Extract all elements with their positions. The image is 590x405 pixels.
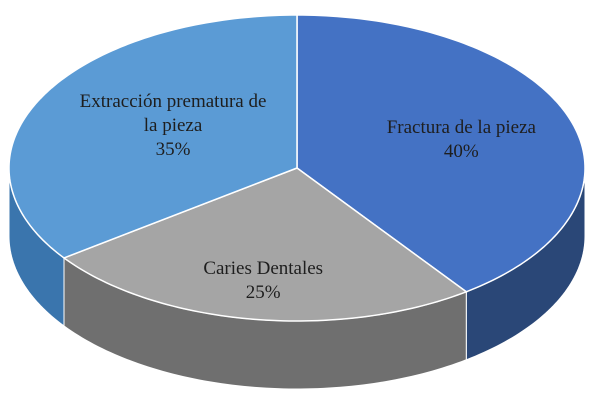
value-label: 35%: [155, 139, 191, 161]
slice: [62, 167, 468, 322]
slice-label: Caries Dentales 25%: [168, 257, 358, 305]
category-label: Caries Dentales: [203, 258, 324, 280]
category-label: Fractura de la pieza: [386, 116, 536, 138]
category-label: Extracción prematura de la pieza: [79, 91, 267, 137]
slice: [296, 14, 586, 293]
slice-label: Extracción prematura de la pieza 35%: [78, 90, 268, 162]
value-label: 25%: [245, 282, 281, 304]
slice: [8, 14, 298, 259]
slice-label: Fractura de la pieza 40%: [366, 116, 556, 164]
value-label: 40%: [443, 140, 479, 162]
